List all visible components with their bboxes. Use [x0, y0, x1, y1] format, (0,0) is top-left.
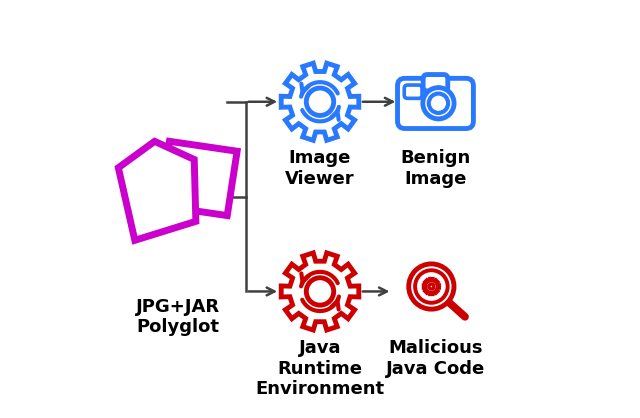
Circle shape [307, 278, 333, 305]
Text: Malicious
Java Code: Malicious Java Code [386, 339, 485, 378]
Polygon shape [159, 141, 237, 216]
Circle shape [423, 88, 454, 119]
Circle shape [415, 270, 447, 303]
Circle shape [307, 88, 333, 115]
Polygon shape [118, 141, 196, 240]
FancyBboxPatch shape [423, 74, 448, 91]
Text: Java
Runtime
Environment: Java Runtime Environment [255, 339, 385, 398]
Text: Image
Viewer: Image Viewer [285, 149, 355, 188]
Text: Benign
Image: Benign Image [401, 149, 470, 188]
Polygon shape [424, 279, 439, 294]
Polygon shape [281, 253, 359, 330]
FancyBboxPatch shape [397, 78, 474, 128]
FancyBboxPatch shape [404, 85, 422, 98]
Circle shape [429, 284, 434, 289]
Text: JPG+JAR
Polyglot: JPG+JAR Polyglot [136, 298, 220, 336]
Circle shape [429, 94, 448, 113]
Polygon shape [281, 63, 359, 140]
Circle shape [409, 264, 454, 309]
